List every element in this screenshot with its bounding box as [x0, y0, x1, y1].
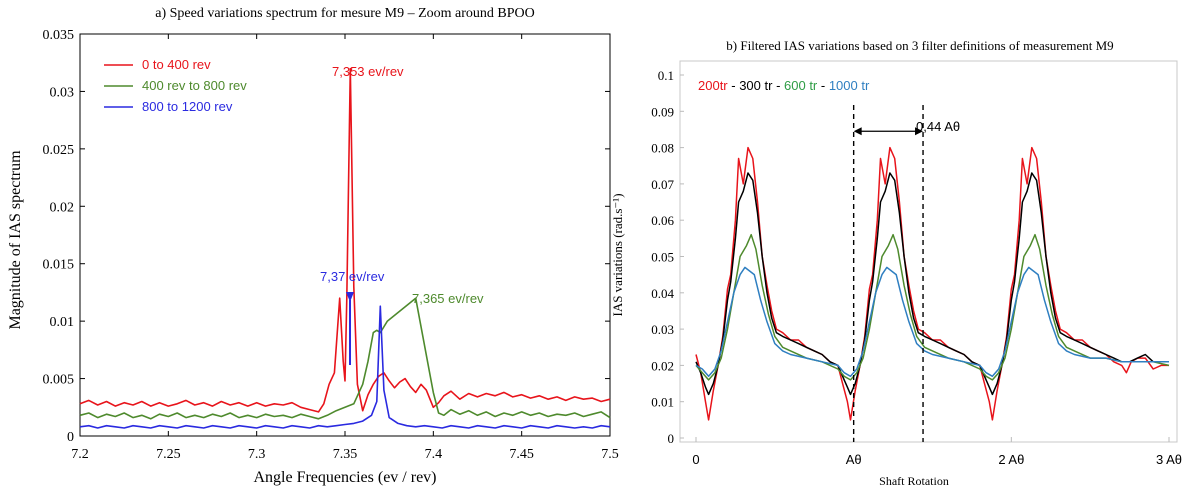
legend-label-0-400: 0 to 400 rev: [142, 57, 211, 72]
chart-b-x-tick-label: 0: [692, 452, 699, 467]
chart-a: a) Speed variations spectrum for mesure …: [7, 6, 619, 486]
legend-sep-3: -: [817, 78, 829, 93]
legend-part-600tr: 600 tr: [784, 78, 818, 93]
chart-a-x-tick-label: 7.25: [156, 447, 181, 462]
chart-a-x-tick-label: 7.3: [248, 447, 266, 462]
chart-a-y-tick-label: 0.03: [50, 85, 75, 100]
chart-a-x-tick-label: 7.35: [333, 447, 358, 462]
chart-a-y-tick-label: 0.035: [43, 28, 75, 43]
chart-a-x-tick-label: 7.4: [425, 447, 443, 462]
chart-b-y-tick-label: 0.04: [651, 286, 674, 301]
chart-b-y-axis-label: IAS variations (rad.s⁻¹): [610, 193, 625, 316]
chart-b-y-tick-label: 0.1: [658, 68, 674, 83]
chart-b-series-line-2: [695, 233, 1170, 381]
chart-a-annotation-red: 7,353 ev/rev: [332, 64, 404, 79]
chart-a-series-lines: [79, 67, 611, 429]
chart-a-legend: 0 to 400 rev 400 rev to 800 rev 800 to 1…: [104, 57, 247, 114]
chart-b-series-line-0: [695, 146, 1169, 421]
chart-a-annotation-blue: 7,37 ev/rev: [320, 269, 385, 284]
chart-b-y-ticks: 0 0.01 0.02 0.03 0.04 0.05 0.06 0.07 0.08 0.09 0.1: [651, 68, 684, 446]
chart-a-y-tick-label: 0.015: [43, 258, 75, 273]
chart-b-x-ticks: 0 Aθ 2 Aθ 3 Aθ: [692, 437, 1182, 467]
chart-b-y-tick-label: 0: [668, 431, 675, 446]
chart-a-annotation-arrowhead: [346, 292, 354, 302]
chart-b-x-tick-label: Aθ: [846, 452, 862, 467]
legend-part-200tr: 200tr: [698, 78, 728, 93]
chart-a-y-tick-label: 0.01: [50, 315, 75, 330]
chart-b-y-tick-label: 0.03: [651, 322, 674, 337]
legend-part-1000tr: 1000 tr: [829, 78, 870, 93]
chart-a-x-tick-label: 7.45: [509, 447, 534, 462]
chart-b-x-tick-label: 2 Aθ: [998, 452, 1024, 467]
legend-label-400-800: 400 rev to 800 rev: [142, 78, 247, 93]
chart-b-y-tick-label: 0.09: [651, 104, 674, 119]
chart-b-series-lines: [695, 146, 1170, 421]
chart-b-x-tick-label: 3 Aθ: [1156, 452, 1182, 467]
chart-b-period-markers: [852, 105, 924, 442]
chart-b-plot-frame: [679, 60, 1178, 443]
chart-a-y-tick-label: 0.025: [43, 143, 75, 158]
chart-b-period-arrowhead-right: [915, 127, 924, 136]
legend-label-800-1200: 800 to 1200 rev: [142, 99, 233, 114]
chart-a-x-ticks: 7.2 7.25 7.3 7.35 7.4 7.45 7.5: [71, 34, 619, 462]
chart-b-series-line-3: [695, 266, 1169, 378]
chart-a-x-tick-label: 7.5: [601, 447, 619, 462]
legend-part-300tr: 300 tr: [739, 78, 773, 93]
chart-a-y-tick-label: 0.005: [43, 373, 75, 388]
chart-b-y-tick-label: 0.01: [651, 395, 674, 410]
chart-a-y-tick-label: 0.02: [50, 200, 75, 215]
chart-a-annotation-green: 7,365 ev/rev: [412, 291, 484, 306]
chart-a-series-line-2: [79, 305, 611, 429]
legend-sep-2: -: [772, 78, 784, 93]
chart-a-series-line-1: [79, 297, 611, 420]
chart-b-y-tick-label: 0.05: [651, 250, 674, 265]
chart-b-period-annotation: 0,44 Aθ: [916, 119, 960, 134]
chart-a-y-tick-label: 0: [67, 430, 74, 445]
chart-b-title: b) Filtered IAS variations based on 3 fi…: [726, 38, 1113, 53]
chart-b-x-axis-label: Shaft Rotation: [879, 474, 949, 488]
chart-a-series-line-0: [79, 67, 611, 413]
chart-b-y-tick-label: 0.06: [651, 213, 674, 228]
chart-b-y-tick-label: 0.07: [651, 177, 674, 192]
chart-b: b) Filtered IAS variations based on 3 fi…: [610, 38, 1182, 488]
chart-a-title: a) Speed variations spectrum for mesure …: [155, 6, 534, 21]
chart-a-x-axis-label: Angle Frequencies (ev / rev): [253, 469, 436, 486]
chart-b-period-arrowhead-left: [853, 127, 862, 136]
legend-sep-1: -: [728, 78, 740, 93]
chart-a-y-ticks: 0 0.005 0.01 0.015 0.02 0.025 0.03 0.035: [43, 28, 610, 445]
chart-a-x-tick-label: 7.2: [71, 447, 89, 462]
chart-b-legend: 200tr - 300 tr - 600 tr - 1000 tr: [698, 78, 870, 93]
chart-b-series-line-1: [695, 172, 1169, 396]
chart-a-y-axis-label: Magnitude of IAS spectrum: [7, 150, 24, 330]
chart-b-y-tick-label: 0.02: [651, 358, 674, 373]
chart-b-y-tick-label: 0.08: [651, 141, 674, 156]
